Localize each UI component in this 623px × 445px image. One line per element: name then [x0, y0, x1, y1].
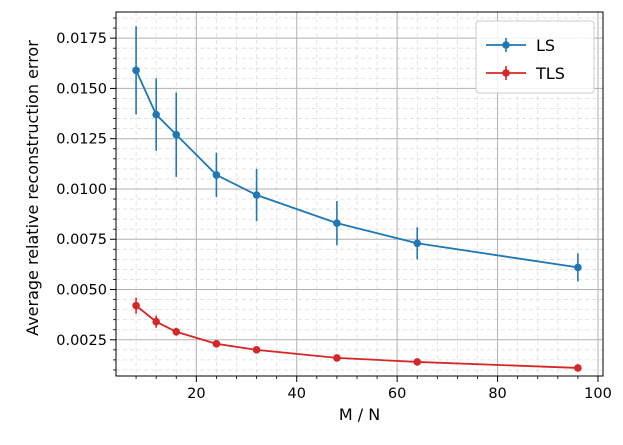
data-point-ls — [252, 191, 261, 199]
y-axis-label: Average relative reconstruction error — [23, 40, 42, 336]
x-axis-ticks: 20 40 60 80 100 — [135, 376, 612, 402]
series-layer — [132, 26, 582, 372]
data-point-ls — [152, 110, 160, 119]
data-point-tls — [333, 354, 341, 362]
legend-entry-tls: TLS — [486, 64, 565, 83]
y-tick-label: 0.0075 — [56, 232, 107, 248]
y-tick-label: 0.0050 — [56, 283, 107, 299]
data-point-ls — [132, 66, 140, 75]
data-point-ls — [413, 239, 422, 248]
x-tick-label: 20 — [187, 386, 205, 402]
y-tick-label: 0.0175 — [56, 31, 107, 47]
series-line-ls — [135, 69, 579, 269]
x-tick-label: 40 — [288, 386, 306, 402]
x-tick-label: 80 — [488, 386, 506, 402]
legend: LS TLS — [475, 20, 595, 94]
data-point-tls — [132, 301, 140, 310]
legend-marker-tls — [502, 69, 510, 77]
plot-frame — [115, 11, 604, 377]
major-grid — [116, 12, 603, 376]
data-point-ls — [333, 219, 341, 227]
data-point-tls — [172, 327, 181, 336]
x-tick-label: 60 — [388, 386, 406, 402]
series-tls — [132, 297, 582, 372]
legend-entry-ls: LS — [486, 36, 555, 55]
x-tick-label: 100 — [584, 386, 612, 402]
legend-label-tls: TLS — [535, 64, 565, 83]
legend-label-ls: LS — [536, 36, 555, 55]
y-axis-ticks: 0.0025 0.0050 0.0075 0.0100 0.0125 0.0150 0.01… — [56, 17, 116, 371]
y-tick-label: 0.0150 — [56, 81, 107, 97]
legend-box — [475, 20, 595, 94]
legend-marker-ls — [502, 41, 510, 49]
data-point-tls — [212, 340, 221, 348]
data-point-tls — [413, 358, 422, 366]
data-point-ls — [172, 130, 181, 139]
x-axis-label: M / N — [339, 405, 380, 424]
data-point-tls — [152, 317, 160, 326]
data-point-tls — [574, 364, 582, 372]
data-point-ls — [212, 171, 221, 179]
y-tick-label: 0.0100 — [56, 182, 107, 198]
y-tick-label: 0.0025 — [56, 333, 107, 349]
data-point-ls — [574, 263, 582, 272]
series-ls — [132, 26, 582, 282]
data-point-tls — [252, 346, 261, 354]
y-tick-label: 0.0125 — [56, 132, 107, 148]
